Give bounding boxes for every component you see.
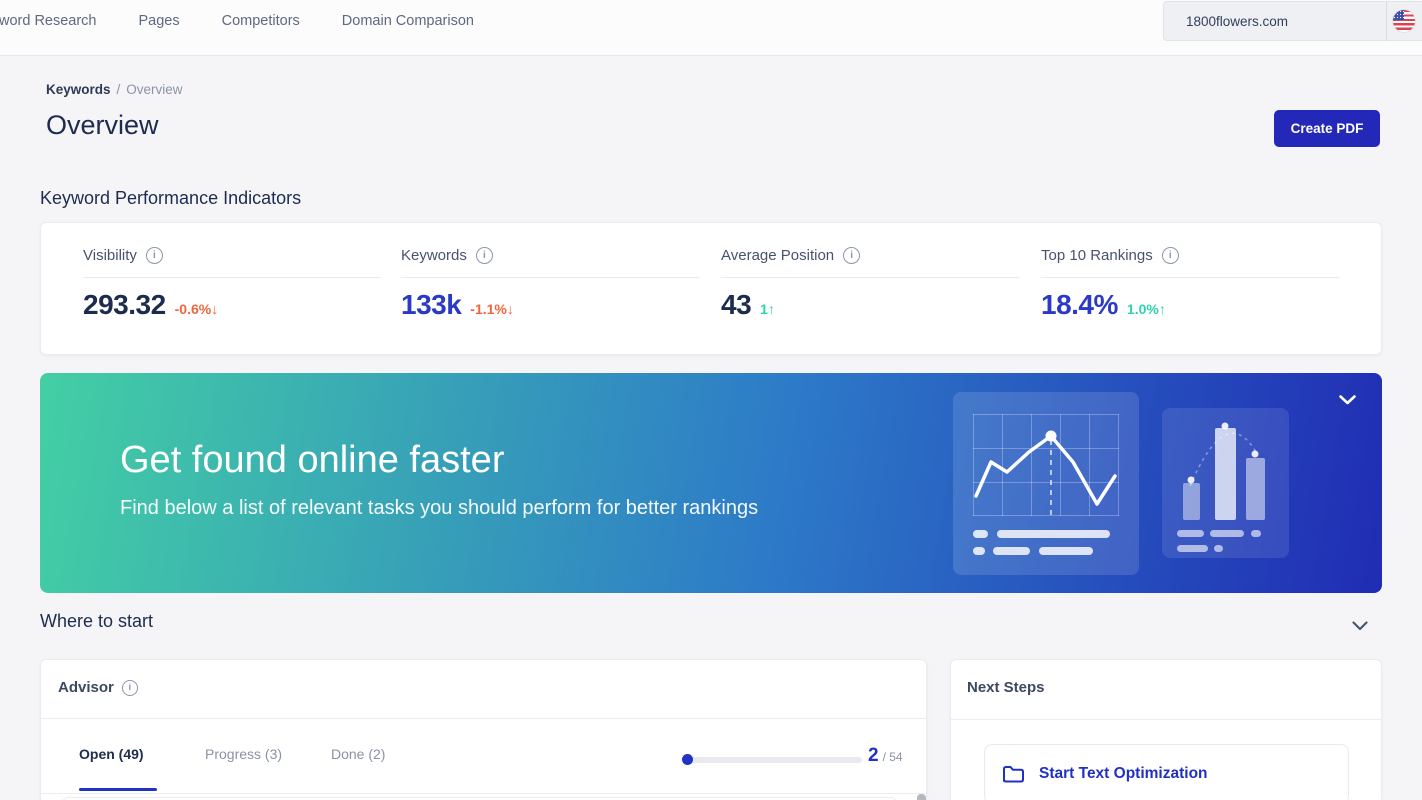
breadcrumb-keywords[interactable]: Keywords — [46, 82, 111, 97]
kpi-visibility-label: Visibility — [83, 247, 137, 264]
advisor-title: Advisor — [58, 679, 114, 696]
kpi-keywords-label: Keywords — [401, 247, 467, 264]
next-step-start-text-optimization[interactable]: Start Text Optimization — [984, 744, 1349, 800]
nav-item-keyword-research[interactable]: Keyword Research — [0, 13, 97, 29]
nav-item-pages[interactable]: Pages — [138, 13, 180, 29]
kpi-average-position-value: 43 — [721, 289, 752, 320]
next-step-label: Start Text Optimization — [1039, 765, 1208, 782]
info-icon[interactable]: i — [145, 247, 163, 264]
info-icon[interactable]: i — [843, 247, 861, 264]
banner-title: Get found online faster — [120, 439, 505, 481]
info-icon[interactable]: i — [121, 679, 138, 696]
line-chart-illustration — [953, 392, 1139, 575]
kpi-top10-rankings-label: Top 10 Rankings — [1041, 247, 1153, 264]
page-title: Overview — [46, 110, 159, 140]
kpi-average-position-label: Average Position — [721, 247, 835, 264]
tab-open[interactable]: Open (49) — [79, 746, 144, 762]
kpi-top10-rankings: Top 10 Rankings i 18.4% 1.0%↑ — [1041, 223, 1341, 321]
kpi-card: Visibility i 293.32 -0.6%↓ Keywords i 13… — [40, 222, 1382, 355]
advisor-progress-bar — [686, 757, 862, 763]
next-steps-panel: Next Steps Start Text Optimization — [950, 659, 1382, 800]
us-flag-icon — [1393, 10, 1415, 32]
divider — [41, 718, 926, 719]
banner-subtitle: Find below a list of relevant tasks you … — [120, 497, 759, 519]
kpi-visibility-change: -0.6%↓ — [174, 301, 219, 317]
arrow-down-icon: ↓ — [211, 301, 219, 317]
arrow-down-icon: ↓ — [506, 301, 514, 317]
tab-progress[interactable]: Progress (3) — [205, 746, 283, 762]
next-steps-title: Next Steps — [967, 679, 1045, 696]
kpi-average-position: Average Position i 43 1↑ — [721, 223, 1021, 321]
breadcrumb-current: Overview — [126, 82, 183, 97]
nav-item-competitors[interactable]: Competitors — [221, 13, 300, 29]
domain-selector[interactable]: 1800flowers.com — [1163, 1, 1422, 41]
info-icon[interactable]: i — [475, 247, 493, 264]
top-navbar: Keyword Research Pages Competitors Domai… — [0, 0, 1422, 56]
arrow-up-icon: ↑ — [1158, 301, 1166, 317]
divider — [951, 719, 1381, 720]
divider — [83, 277, 381, 278]
advisor-panel: Advisor i Open (49) Progress (3) Done (2… — [40, 659, 927, 800]
create-pdf-button[interactable]: Create PDF — [1274, 110, 1380, 147]
main-nav: Keyword Research Pages Competitors Domai… — [0, 0, 474, 42]
nav-item-domain-comparison[interactable]: Domain Comparison — [341, 13, 474, 29]
divider — [1041, 277, 1339, 278]
where-to-start-chevron-icon[interactable] — [1352, 621, 1368, 631]
active-tab-underline — [79, 788, 157, 791]
kpi-visibility-value: 293.32 — [83, 289, 166, 320]
kpi-keywords-change: -1.1%↓ — [470, 301, 514, 317]
country-selector[interactable] — [1386, 1, 1422, 41]
where-to-start-heading: Where to start — [40, 611, 154, 631]
promo-banner: Get found online faster Find below a lis… — [40, 373, 1382, 593]
divider — [41, 793, 926, 794]
arrow-up-icon: ↑ — [767, 301, 775, 317]
divider — [401, 277, 699, 278]
kpi-top10-rankings-value: 18.4% — [1041, 289, 1118, 320]
kpi-section-heading: Keyword Performance Indicators — [40, 188, 302, 208]
kpi-top10-rankings-change: 1.0%↑ — [1126, 301, 1166, 317]
banner-collapse-chevron-icon[interactable] — [1339, 395, 1356, 405]
folder-icon — [1003, 765, 1024, 782]
info-icon[interactable]: i — [1161, 247, 1179, 264]
kpi-visibility: Visibility i 293.32 -0.6%↓ — [83, 223, 383, 321]
advisor-scrollbar[interactable] — [917, 794, 926, 800]
bar-chart-illustration — [1162, 408, 1289, 558]
kpi-average-position-change: 1↑ — [760, 301, 775, 317]
tab-done[interactable]: Done (2) — [331, 746, 386, 762]
advisor-progress-dot — [682, 754, 693, 765]
domain-value: 1800flowers.com — [1186, 13, 1289, 29]
kpi-keywords-value: 133k — [401, 289, 462, 320]
kpi-keywords: Keywords i 133k -1.1%↓ — [401, 223, 701, 321]
breadcrumb: Keywords / Overview — [46, 82, 183, 97]
divider — [721, 277, 1019, 278]
breadcrumb-separator: / — [116, 82, 121, 97]
advisor-progress-count: 2 / 54 — [868, 745, 903, 766]
